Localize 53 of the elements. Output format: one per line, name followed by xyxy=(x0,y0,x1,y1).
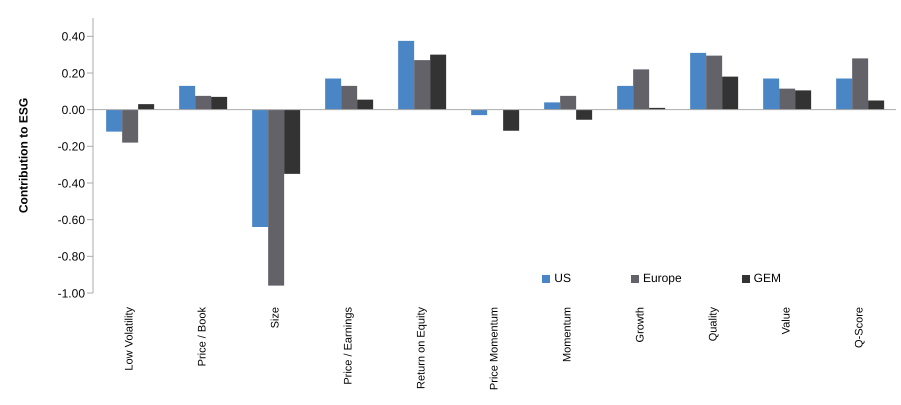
y-tick-label: -0.60 xyxy=(58,212,86,227)
x-tick-label: Size xyxy=(270,307,282,328)
bar xyxy=(617,86,634,110)
bar xyxy=(763,78,780,110)
bar xyxy=(414,60,430,110)
bar xyxy=(268,110,284,286)
bar xyxy=(690,52,706,110)
y-tick-label: 0.00 xyxy=(62,102,86,117)
bar xyxy=(633,69,650,110)
bar xyxy=(868,100,884,110)
y-tick-label: 0.40 xyxy=(62,30,86,44)
x-tick-label: Growth xyxy=(634,307,646,342)
bar xyxy=(576,110,592,120)
bar xyxy=(252,110,268,227)
x-tick-label: Momentum xyxy=(562,307,574,362)
bar xyxy=(357,100,374,110)
y-tick-label: -1.00 xyxy=(58,286,86,300)
bar xyxy=(106,110,122,132)
y-tick-label: -0.20 xyxy=(58,140,86,154)
legend-label: GEM xyxy=(754,271,781,285)
x-tick-label: Price / Book xyxy=(196,306,208,366)
x-tick-label: Quality xyxy=(708,306,720,342)
x-tick-label: Value xyxy=(780,307,792,334)
y-tick-label: -0.40 xyxy=(58,176,86,190)
bar xyxy=(138,104,154,110)
bar xyxy=(341,86,358,110)
bar xyxy=(325,78,342,110)
bar xyxy=(398,40,414,110)
bar xyxy=(836,78,852,110)
x-tick-label: Q-Score xyxy=(854,307,866,348)
y-axis-title: Contribution to ESG xyxy=(16,98,30,214)
x-tick-label: Low Volatility xyxy=(124,306,136,371)
x-tick-label: Return on Equity xyxy=(416,306,428,389)
legend-label: US xyxy=(554,271,571,285)
bar xyxy=(852,58,868,110)
bar xyxy=(122,110,138,143)
x-tick-label: Price Momentum xyxy=(488,307,500,390)
bar xyxy=(284,110,300,174)
y-tick-label: 0.20 xyxy=(62,66,86,80)
bar xyxy=(471,110,488,116)
bar xyxy=(722,76,738,110)
bar xyxy=(795,90,812,110)
bar xyxy=(706,56,722,110)
bar xyxy=(560,96,576,110)
legend-label: Europe xyxy=(642,271,682,285)
bar xyxy=(430,54,446,110)
bar xyxy=(195,96,212,110)
bar xyxy=(779,88,796,110)
y-tick-label: -0.80 xyxy=(58,250,86,264)
bar xyxy=(503,110,520,131)
x-tick-label: Price / Earnings xyxy=(342,306,354,385)
bar xyxy=(211,96,228,110)
bar xyxy=(179,86,196,110)
